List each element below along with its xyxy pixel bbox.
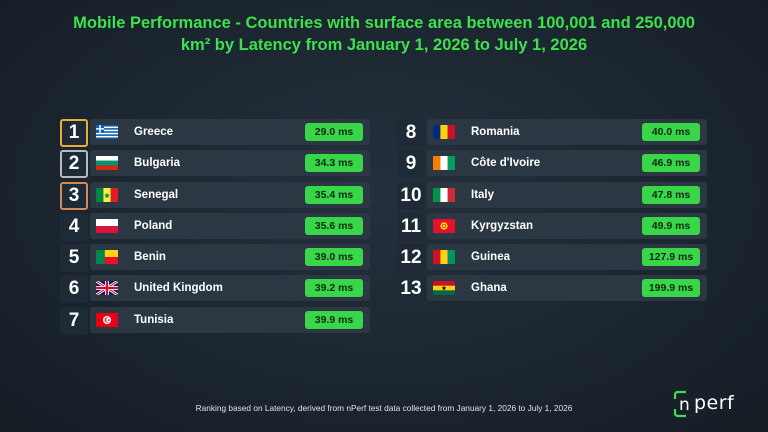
rank-badge: 9 [397, 150, 425, 179]
chart-title-line-2: km² by Latency from January 1, 2026 to J… [180, 36, 588, 54]
latency-value: 35.6 ms [305, 216, 363, 235]
rank-badge: 11 [397, 212, 425, 241]
ranking-bar: Italy 47.8 ms [427, 181, 707, 208]
rank-badge: 5 [60, 244, 88, 273]
country-name: Poland [134, 219, 173, 232]
chart-title: Mobile Performance - Countries with surf… [0, 12, 768, 56]
latency-value: 199.9 ms [642, 279, 700, 298]
country-name: Tunisia [134, 313, 174, 326]
latency-value: 34.3 ms [305, 154, 363, 173]
latency-value: 39.0 ms [305, 248, 363, 267]
senegal-flag-icon [96, 187, 118, 202]
ranking-bar: Côte d'Ivoire 46.9 ms [427, 150, 707, 177]
ranking-bar: Benin 39.0 ms [90, 244, 370, 271]
country-name: Romania [471, 126, 520, 138]
uk-flag-icon [96, 281, 118, 296]
logo-text: perf [694, 392, 735, 414]
greece-flag-icon [96, 125, 118, 139]
poland-flag-icon [96, 218, 118, 233]
ghana-flag-icon [433, 281, 455, 296]
ranking-bar: Poland 35.6 ms [90, 212, 370, 239]
ranking-bar: Kyrgyzstan 49.9 ms [427, 212, 707, 239]
country-name: Bulgaria [134, 157, 181, 170]
ranking-bar: Guinea 127.9 ms [427, 244, 707, 271]
footer-note: Ranking based on Latency, derived from n… [195, 403, 573, 413]
ranking-bar: Greece 29.0 ms [90, 119, 370, 145]
guinea-flag-icon [433, 250, 455, 265]
ranking-bar: Tunisia 39.9 ms [90, 306, 370, 333]
latency-value: 46.9 ms [642, 154, 700, 173]
ranking-bar: Ghana 199.9 ms [427, 275, 707, 302]
nperf-logo: n perf [672, 389, 754, 419]
country-name: Guinea [471, 251, 510, 264]
chart-title-line-1: Mobile Performance - Countries with surf… [73, 14, 695, 32]
latency-value: 127.9 ms [642, 248, 700, 267]
latency-value: 39.2 ms [305, 279, 363, 298]
country-name: Kyrgyzstan [471, 219, 533, 232]
latency-value: 39.9 ms [305, 310, 363, 329]
italy-flag-icon [433, 187, 455, 202]
country-name: Benin [134, 251, 166, 264]
latency-value: 29.0 ms [305, 123, 363, 141]
rank-badge: 1 [60, 119, 88, 147]
ranking-bar: Romania 40.0 ms [427, 119, 707, 145]
kyrgyzstan-flag-icon [433, 218, 455, 233]
bulgaria-flag-icon [96, 156, 118, 171]
ranking-bar: Senegal 35.4 ms [90, 181, 370, 208]
cote-divoire-flag-icon [433, 156, 455, 171]
latency-value: 49.9 ms [642, 216, 700, 235]
country-name: United Kingdom [134, 282, 223, 295]
country-name: Côte d'Ivoire [471, 157, 541, 170]
rank-badge: 8 [397, 119, 425, 147]
rank-badge: 7 [60, 306, 88, 335]
ranking-bar: United Kingdom 39.2 ms [90, 275, 370, 302]
romania-flag-icon [433, 125, 455, 139]
nperf-logo-icon: n [673, 390, 690, 418]
latency-value: 40.0 ms [642, 123, 700, 141]
country-name: Greece [134, 126, 174, 138]
rank-badge: 3 [60, 181, 88, 210]
benin-flag-icon [96, 250, 118, 265]
country-name: Ghana [471, 282, 507, 295]
rank-badge: 2 [60, 150, 88, 179]
ranking-bar: Bulgaria 34.3 ms [90, 150, 370, 177]
country-name: Senegal [134, 188, 179, 201]
rank-badge: 10 [397, 181, 425, 210]
rank-badge: 4 [60, 212, 88, 241]
latency-value: 47.8 ms [642, 185, 700, 204]
tunisia-flag-icon [96, 312, 118, 327]
rank-badge: 12 [397, 244, 425, 273]
svg-text:n: n [679, 395, 690, 415]
rank-badge: 6 [60, 275, 88, 304]
rank-badge: 13 [397, 275, 425, 304]
latency-value: 35.4 ms [305, 185, 363, 204]
country-name: Italy [471, 188, 495, 201]
